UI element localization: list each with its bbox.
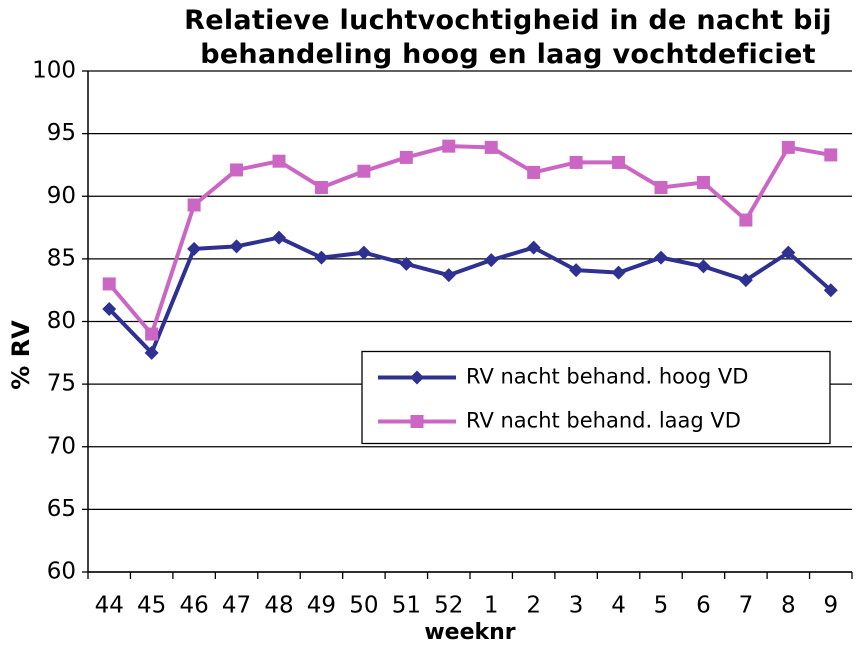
- marker: [781, 245, 796, 260]
- marker: [569, 263, 584, 278]
- marker: [102, 277, 116, 291]
- y-tick-label: 65: [47, 496, 76, 522]
- marker: [144, 345, 159, 360]
- marker: [187, 241, 202, 256]
- marker: [484, 140, 498, 154]
- legend-marker: [410, 415, 424, 428]
- legend-box: [361, 350, 831, 445]
- y-tick-label: 95: [47, 120, 76, 146]
- y-tick-label: 100: [32, 58, 76, 84]
- y-tick-label: 75: [47, 371, 76, 397]
- marker: [441, 268, 456, 283]
- marker: [442, 139, 456, 153]
- legend-marker: [410, 370, 424, 385]
- marker: [145, 327, 159, 341]
- y-tick-label: 70: [47, 433, 76, 459]
- x-tick-label: 5: [654, 593, 669, 619]
- marker: [781, 140, 795, 154]
- x-tick-label: 9: [823, 593, 838, 619]
- marker: [356, 245, 371, 260]
- x-tick-label: 2: [526, 593, 541, 619]
- x-tick-label: 6: [696, 593, 711, 619]
- marker: [399, 256, 414, 271]
- marker: [527, 165, 541, 179]
- marker: [739, 213, 753, 227]
- marker: [187, 198, 201, 212]
- x-tick-label: 52: [434, 593, 463, 619]
- legend-label: RV nacht behand. hoog VD: [466, 365, 748, 389]
- y-tick-label: 80: [47, 308, 76, 334]
- marker: [823, 283, 838, 298]
- x-tick-label: 50: [349, 593, 378, 619]
- marker: [824, 148, 838, 162]
- x-tick-label: 7: [739, 593, 754, 619]
- chart-title: Relatieve luchtvochtigheid in de nacht b…: [184, 5, 832, 70]
- y-tick-label: 90: [47, 183, 76, 209]
- marker: [612, 155, 626, 169]
- marker: [102, 301, 117, 316]
- x-tick-label: 8: [781, 593, 796, 619]
- marker: [654, 180, 668, 194]
- x-tick-label: 48: [264, 593, 293, 619]
- marker: [272, 230, 286, 245]
- marker: [230, 163, 244, 177]
- x-tick-label: 1: [484, 593, 499, 619]
- data-line: [107, 144, 832, 337]
- x-tick-label: 49: [307, 593, 336, 619]
- marker: [738, 273, 753, 288]
- marker: [357, 164, 371, 178]
- marker: [696, 259, 711, 274]
- marker: [272, 154, 286, 168]
- marker: [314, 180, 328, 194]
- x-tick-label: 47: [222, 593, 251, 619]
- marker: [399, 150, 413, 164]
- x-tick-label: 51: [392, 593, 421, 619]
- x-tick-label: 46: [179, 593, 208, 619]
- x-tick-label: 3: [569, 593, 584, 619]
- x-tick-label: 45: [137, 593, 166, 619]
- y-tick-label: 85: [47, 245, 76, 271]
- marker: [484, 253, 499, 268]
- y-axis-label: % RV: [7, 320, 35, 390]
- legend-label: RV nacht behand. laag VD: [466, 409, 741, 433]
- marker: [526, 240, 541, 255]
- legend: RV nacht behand. hoog VD RV nacht behand.…: [361, 350, 831, 445]
- marker: [696, 175, 710, 189]
- x-tick-label: 44: [95, 593, 124, 619]
- y-tick-label: 60: [47, 559, 76, 585]
- marker: [229, 239, 244, 254]
- marker: [314, 250, 329, 265]
- marker: [569, 155, 583, 169]
- marker: [611, 265, 626, 280]
- data-line: [107, 235, 833, 355]
- marker: [654, 250, 668, 265]
- x-axis-label: weeknr: [424, 620, 515, 645]
- x-tick-label: 4: [611, 593, 626, 619]
